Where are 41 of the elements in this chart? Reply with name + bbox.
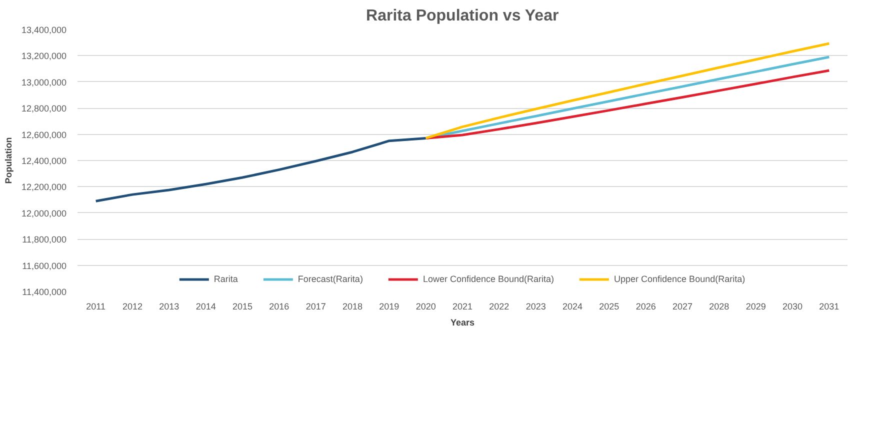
y-axis-title: Population [3, 137, 14, 184]
x-tick-label: 2012 [122, 302, 143, 312]
y-tick-label: 12,200,000 [21, 182, 67, 192]
y-tick-label: 11,400,000 [22, 287, 67, 297]
x-tick-label: 2031 [819, 302, 840, 312]
legend-label: Forecast(Rarita) [298, 274, 363, 284]
x-tick-label: 2011 [86, 302, 106, 312]
legend-label: Upper Confidence Bound(Rarita) [614, 274, 746, 284]
chart-title: Rarita Population vs Year [366, 8, 559, 24]
x-tick-label: 2027 [672, 302, 693, 312]
x-tick-label: 2015 [232, 302, 253, 312]
y-tick-label: 12,400,000 [21, 156, 67, 166]
legend-label: Rarita [214, 274, 238, 284]
x-tick-label: 2021 [452, 302, 473, 312]
x-tick-label: 2024 [562, 302, 583, 312]
y-tick-label: 13,200,000 [21, 51, 67, 62]
y-tick-label: 12,000,000 [21, 208, 67, 218]
x-tick-label: 2019 [379, 302, 400, 312]
y-tick-label: 13,000,000 [21, 77, 67, 88]
x-tick-label: 2014 [196, 302, 216, 312]
y-tick-label: 13,400,000 [21, 25, 67, 35]
x-tick-label: 2020 [416, 302, 436, 312]
x-tick-label: 2022 [489, 302, 510, 312]
x-tick-label: 2016 [269, 302, 290, 312]
y-tick-label: 12,800,000 [21, 104, 67, 114]
x-tick-label: 2017 [306, 302, 326, 312]
x-tick-label: 2023 [526, 302, 546, 312]
x-axis-title: Years [450, 318, 475, 328]
line-series [94, 136, 428, 202]
y-tick-label: 11,600,000 [22, 260, 67, 271]
line-series [424, 69, 830, 140]
y-tick-label: 12,600,000 [21, 130, 67, 140]
x-tick-label: 2025 [599, 302, 620, 312]
x-tick-label: 2029 [746, 302, 766, 312]
x-tick-label: 2028 [709, 302, 730, 312]
x-tick-label: 2018 [342, 302, 363, 312]
x-tick-label: 2030 [782, 302, 803, 312]
x-tick-label: 2013 [159, 302, 180, 312]
x-tick-label: 2026 [636, 302, 656, 312]
y-tick-label: 11,800,000 [22, 234, 67, 245]
legend-label: Lower Confidence Bound(Rarita) [422, 274, 554, 284]
